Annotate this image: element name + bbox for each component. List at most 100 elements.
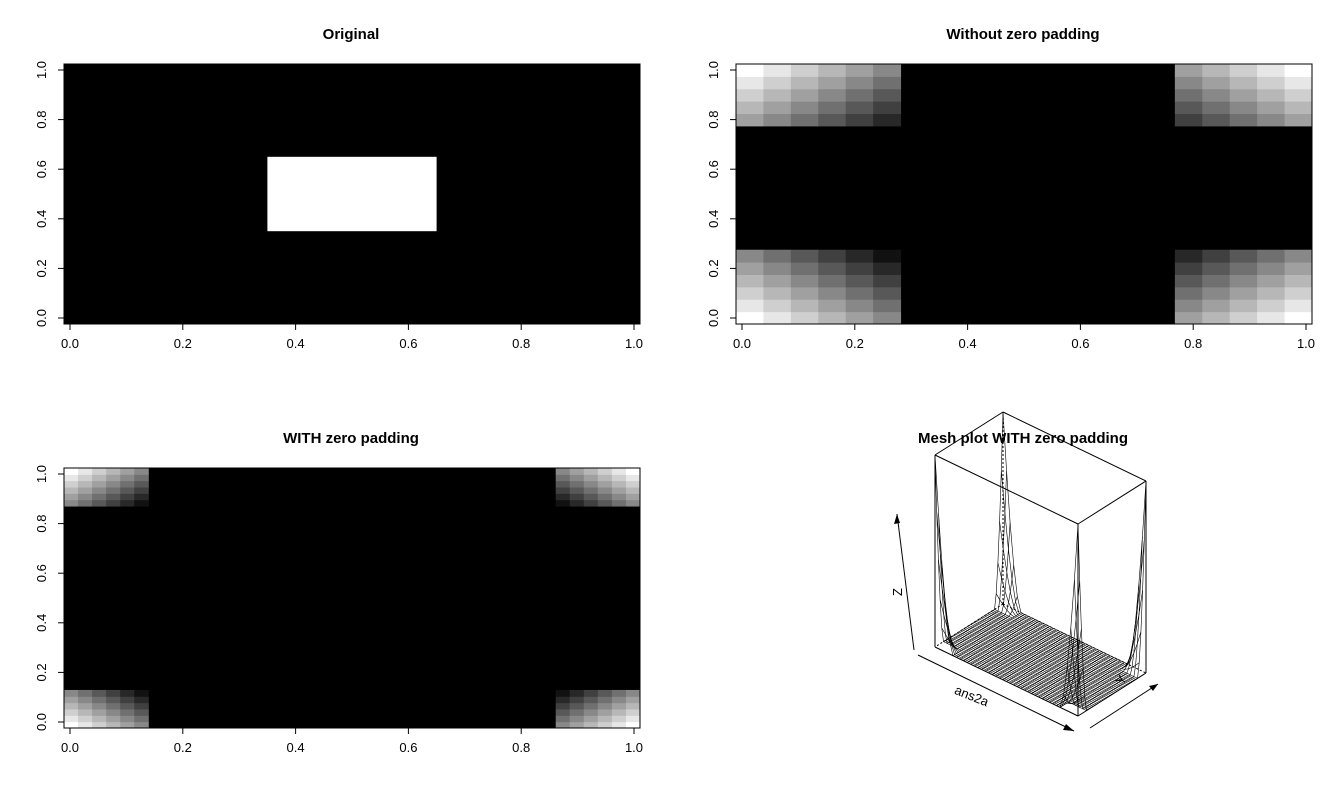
heatmap-cell — [92, 499, 107, 507]
heatmap-cell — [611, 493, 627, 501]
heatmap-cell — [134, 715, 149, 723]
heatmap-cell — [555, 480, 571, 488]
heatmap-cell — [1229, 286, 1258, 300]
heatmap-cell — [1174, 274, 1203, 288]
heatmap-region — [267, 156, 437, 232]
heatmap-cell — [611, 487, 627, 494]
mesh-box-edge — [934, 411, 1004, 456]
mesh-line — [965, 627, 1109, 697]
heatmap-cell — [873, 113, 902, 127]
heatmap-cell — [845, 64, 874, 77]
heatmap-cell — [818, 101, 847, 115]
heatmap-cell — [597, 499, 613, 507]
mesh-line — [967, 626, 1111, 696]
mesh-line — [979, 618, 1123, 689]
heatmap-cell — [1174, 299, 1203, 313]
heatmap-cell — [1174, 311, 1203, 325]
heatmap-cell — [134, 499, 149, 507]
heatmap-cell — [873, 76, 902, 90]
heatmap-cell — [625, 696, 641, 704]
heatmap-cell — [736, 286, 764, 300]
heatmap-cell — [1229, 88, 1258, 102]
heatmap-cell — [1284, 286, 1313, 300]
mesh-line — [987, 613, 1131, 683]
x-axis-arrowhead — [1063, 724, 1074, 731]
heatmap-cell — [790, 64, 819, 77]
heatmap-cell — [763, 113, 792, 127]
heatmap-cell — [92, 715, 107, 723]
heatmap-cell — [92, 474, 107, 482]
heatmap-cell — [569, 702, 585, 710]
heatmap-cell — [106, 480, 121, 488]
heatmap-cell — [569, 721, 585, 729]
heatmap-cell — [1257, 311, 1286, 325]
mesh-line — [939, 599, 1084, 705]
heatmap-cell — [106, 689, 121, 697]
mesh-line — [999, 521, 1143, 667]
heatmap-cell — [569, 708, 585, 716]
heatmap-cell — [64, 715, 79, 723]
heatmap-cell — [1202, 113, 1231, 127]
mesh-line — [982, 616, 1126, 687]
heatmap-cell — [597, 493, 613, 501]
heatmap-cell — [583, 689, 599, 697]
panel-mesh-plot: Mesh plot WITH zero padding ans2a Y Z — [890, 411, 1159, 732]
heatmap-cell — [64, 468, 79, 475]
mesh-line — [997, 562, 1142, 668]
heatmap-cell — [736, 249, 764, 263]
mesh-line — [963, 628, 1108, 698]
heatmap-cell — [763, 249, 792, 263]
heatmap-cell — [873, 64, 902, 77]
mesh-line — [990, 611, 1135, 681]
heatmap-cell — [736, 88, 764, 102]
plot-frame — [63, 63, 641, 325]
heatmap-cell — [106, 721, 121, 729]
heatmap-cell — [790, 249, 819, 263]
heatmap-cell — [555, 696, 571, 704]
heatmap-cell — [790, 286, 819, 300]
y-tick-label: 0.2 — [34, 663, 49, 681]
heatmap-cell — [555, 493, 571, 501]
heatmap-cell — [1229, 113, 1258, 127]
mesh-line — [951, 636, 1096, 706]
heatmap-cell — [790, 311, 819, 325]
heatmap-cell — [818, 76, 847, 90]
heatmap-cell — [106, 474, 121, 482]
heatmap-cell — [78, 474, 93, 482]
heatmap-cell — [583, 696, 599, 704]
heatmap-cell — [120, 702, 135, 710]
heatmap-cell — [1174, 101, 1203, 115]
heatmap-cell — [597, 487, 613, 494]
heatmap-cell — [1229, 64, 1258, 77]
heatmap-cell — [78, 480, 93, 488]
heatmap-cell — [845, 262, 874, 275]
heatmap-cell — [790, 274, 819, 288]
z-axis-label: Z — [890, 588, 905, 596]
heatmap-cell — [1257, 113, 1286, 127]
heatmap-cell — [92, 721, 107, 729]
heatmap-cell — [611, 708, 627, 716]
mesh-line — [995, 593, 1140, 670]
mesh-line — [989, 612, 1133, 682]
mesh-line — [953, 634, 1097, 705]
heatmap-cell — [78, 689, 93, 697]
mesh-box-edge — [1077, 480, 1147, 525]
heatmap-cell — [569, 493, 585, 501]
heatmap-cell — [611, 702, 627, 710]
heatmap-cell — [1257, 286, 1286, 300]
heatmap-cell — [120, 721, 135, 729]
heatmap-cell — [625, 480, 641, 488]
heatmap-cell — [845, 88, 874, 102]
heatmap-cell — [625, 468, 641, 475]
heatmap-cell — [873, 88, 902, 102]
mesh-line — [970, 624, 1114, 694]
heatmap-cell — [78, 493, 93, 501]
heatmap-cell — [597, 702, 613, 710]
heatmap-cell — [597, 474, 613, 482]
heatmap-cell — [106, 696, 121, 704]
mesh-line — [985, 614, 1130, 685]
heatmap-cell — [1174, 113, 1203, 127]
heatmap-cell — [1257, 76, 1286, 90]
heatmap-cell — [873, 101, 902, 115]
heatmap-cell — [583, 487, 599, 494]
